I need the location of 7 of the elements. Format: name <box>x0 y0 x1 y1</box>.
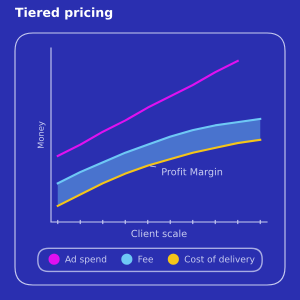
x-axis-title: Client scale <box>131 230 187 238</box>
chart-title: Tiered pricing <box>15 7 112 20</box>
legend-label: Cost of delivery <box>184 256 255 264</box>
legend-label: Fee <box>138 256 153 263</box>
legend-label: Ad spend <box>64 256 106 264</box>
y-axis-title: Money <box>38 121 46 148</box>
annotation: Profit Margin <box>162 168 222 178</box>
